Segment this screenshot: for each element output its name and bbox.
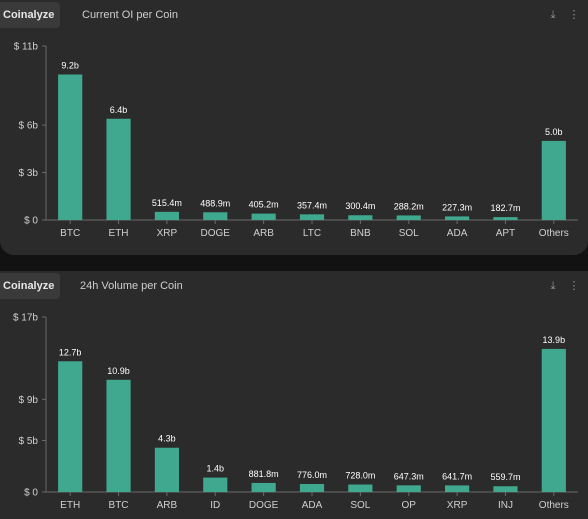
bar-data-label: 6.4b bbox=[110, 105, 128, 115]
x-category-label: ADA bbox=[302, 500, 323, 511]
x-category-label: BTC bbox=[60, 228, 80, 239]
bar-data-label: 641.7m bbox=[442, 471, 472, 481]
y-tick-label: $ 6b bbox=[19, 121, 39, 132]
bar-data-label: 300.4m bbox=[345, 201, 375, 211]
bar-data-label: 488.9m bbox=[200, 198, 230, 208]
x-category-label: ETH bbox=[109, 228, 129, 239]
x-category-label: BNB bbox=[350, 228, 371, 239]
download-icon[interactable]: ⤓ bbox=[550, 280, 556, 292]
bar-data-label: 10.9b bbox=[107, 366, 130, 376]
bar[interactable] bbox=[348, 484, 373, 492]
bar-data-label: 357.4m bbox=[297, 200, 327, 210]
bar[interactable] bbox=[396, 215, 421, 220]
bar[interactable] bbox=[541, 140, 566, 220]
x-category-label: APT bbox=[496, 228, 515, 239]
brand-label[interactable]: Coinalyze bbox=[0, 273, 61, 299]
x-category-label: ID bbox=[210, 500, 220, 511]
bar[interactable] bbox=[203, 477, 228, 492]
chart-title: Current OI per Coin bbox=[82, 9, 178, 21]
bar[interactable] bbox=[251, 213, 276, 220]
x-category-label: OP bbox=[402, 500, 417, 511]
x-category-label: DOGE bbox=[201, 228, 231, 239]
x-category-label: XRP bbox=[157, 228, 178, 239]
y-tick-label: $ 0 bbox=[24, 216, 38, 227]
bar[interactable] bbox=[154, 447, 179, 492]
y-tick-label: $ 5b bbox=[19, 436, 39, 447]
bar[interactable] bbox=[396, 485, 421, 492]
bar-data-label: 4.3b bbox=[158, 434, 176, 444]
oi-panel: Coinalyze Current OI per Coin ⤓ ⋮ $ 0 $ 3… bbox=[0, 0, 588, 255]
bar[interactable] bbox=[251, 482, 276, 492]
bar-data-label: 13.9b bbox=[543, 335, 566, 345]
bar[interactable] bbox=[58, 74, 83, 220]
x-category-label: SOL bbox=[399, 228, 419, 239]
bar[interactable] bbox=[541, 348, 566, 492]
x-category-label: DOGE bbox=[249, 500, 279, 511]
bar[interactable] bbox=[106, 379, 131, 492]
bar-data-label: 227.3m bbox=[442, 202, 472, 212]
y-tick-label: $ 17b bbox=[13, 313, 38, 324]
bar[interactable] bbox=[299, 484, 325, 492]
x-category-label: ARB bbox=[157, 500, 178, 511]
bar-data-label: 12.7b bbox=[59, 347, 82, 357]
bar-data-label: 881.8m bbox=[249, 469, 279, 479]
bar[interactable] bbox=[154, 211, 179, 220]
x-category-label: XRP bbox=[447, 500, 468, 511]
bar[interactable] bbox=[106, 118, 131, 220]
x-category-label: ADA bbox=[447, 228, 468, 239]
bar-data-label: 9.2b bbox=[61, 60, 79, 70]
bar[interactable] bbox=[445, 216, 470, 220]
y-tick-label: $ 11b bbox=[14, 42, 39, 53]
bar-data-label: 647.3m bbox=[394, 471, 424, 481]
y-tick-label: $ 9b bbox=[19, 395, 39, 406]
bar-data-label: 776.0m bbox=[297, 470, 327, 480]
menu-icon[interactable]: ⋮ bbox=[568, 9, 580, 21]
x-category-label: SOL bbox=[350, 500, 370, 511]
bar-data-label: 728.0m bbox=[345, 471, 375, 481]
bar[interactable] bbox=[348, 215, 373, 220]
bar-data-label: 515.4m bbox=[152, 198, 182, 208]
bar[interactable] bbox=[493, 486, 518, 492]
x-category-label: LTC bbox=[303, 228, 321, 239]
bar-data-label: 559.7m bbox=[490, 472, 520, 482]
menu-icon[interactable]: ⋮ bbox=[568, 280, 580, 292]
volume-panel-header: Coinalyze 24h Volume per Coin ⤓ ⋮ bbox=[0, 271, 588, 301]
y-tick-label: $ 3b bbox=[19, 168, 39, 179]
bar-data-label: 5.0b bbox=[545, 127, 563, 137]
download-icon[interactable]: ⤓ bbox=[550, 9, 556, 21]
x-category-label: Others bbox=[539, 228, 569, 239]
bar[interactable] bbox=[299, 214, 325, 220]
bar-data-label: 405.2m bbox=[249, 200, 279, 210]
bar[interactable] bbox=[493, 217, 518, 220]
y-tick-label: $ 0 bbox=[24, 488, 38, 499]
x-category-label: ETH bbox=[60, 500, 80, 511]
bar-data-label: 182.7m bbox=[490, 203, 520, 213]
volume-panel: Coinalyze 24h Volume per Coin ⤓ ⋮ $ 0 $ 5… bbox=[0, 271, 588, 519]
bar[interactable] bbox=[445, 485, 470, 492]
bar[interactable] bbox=[203, 212, 228, 220]
x-category-label: BTC bbox=[109, 500, 129, 511]
chart-title: 24h Volume per Coin bbox=[80, 280, 183, 292]
bar[interactable] bbox=[58, 361, 83, 492]
bar-data-label: 1.4b bbox=[207, 464, 225, 474]
bar-data-label: 288.2m bbox=[394, 201, 424, 211]
x-category-label: INJ bbox=[498, 500, 513, 511]
brand-label[interactable]: Coinalyze bbox=[0, 2, 61, 28]
oi-panel-header: Coinalyze Current OI per Coin ⤓ ⋮ bbox=[0, 0, 588, 30]
volume-bar-chart: $ 0 $ 5b $ 9b $ 17b 12.7b ETH 10.9b BTC 4.3b ARB 1… bbox=[13, 313, 578, 511]
oi-bar-chart: $ 0 $ 3b $ 6b $ 11b 9.2b BTC 6.4b ETH 515.4m XRP 4… bbox=[14, 42, 578, 239]
x-category-label: ARB bbox=[253, 228, 274, 239]
x-category-label: Others bbox=[539, 500, 569, 511]
